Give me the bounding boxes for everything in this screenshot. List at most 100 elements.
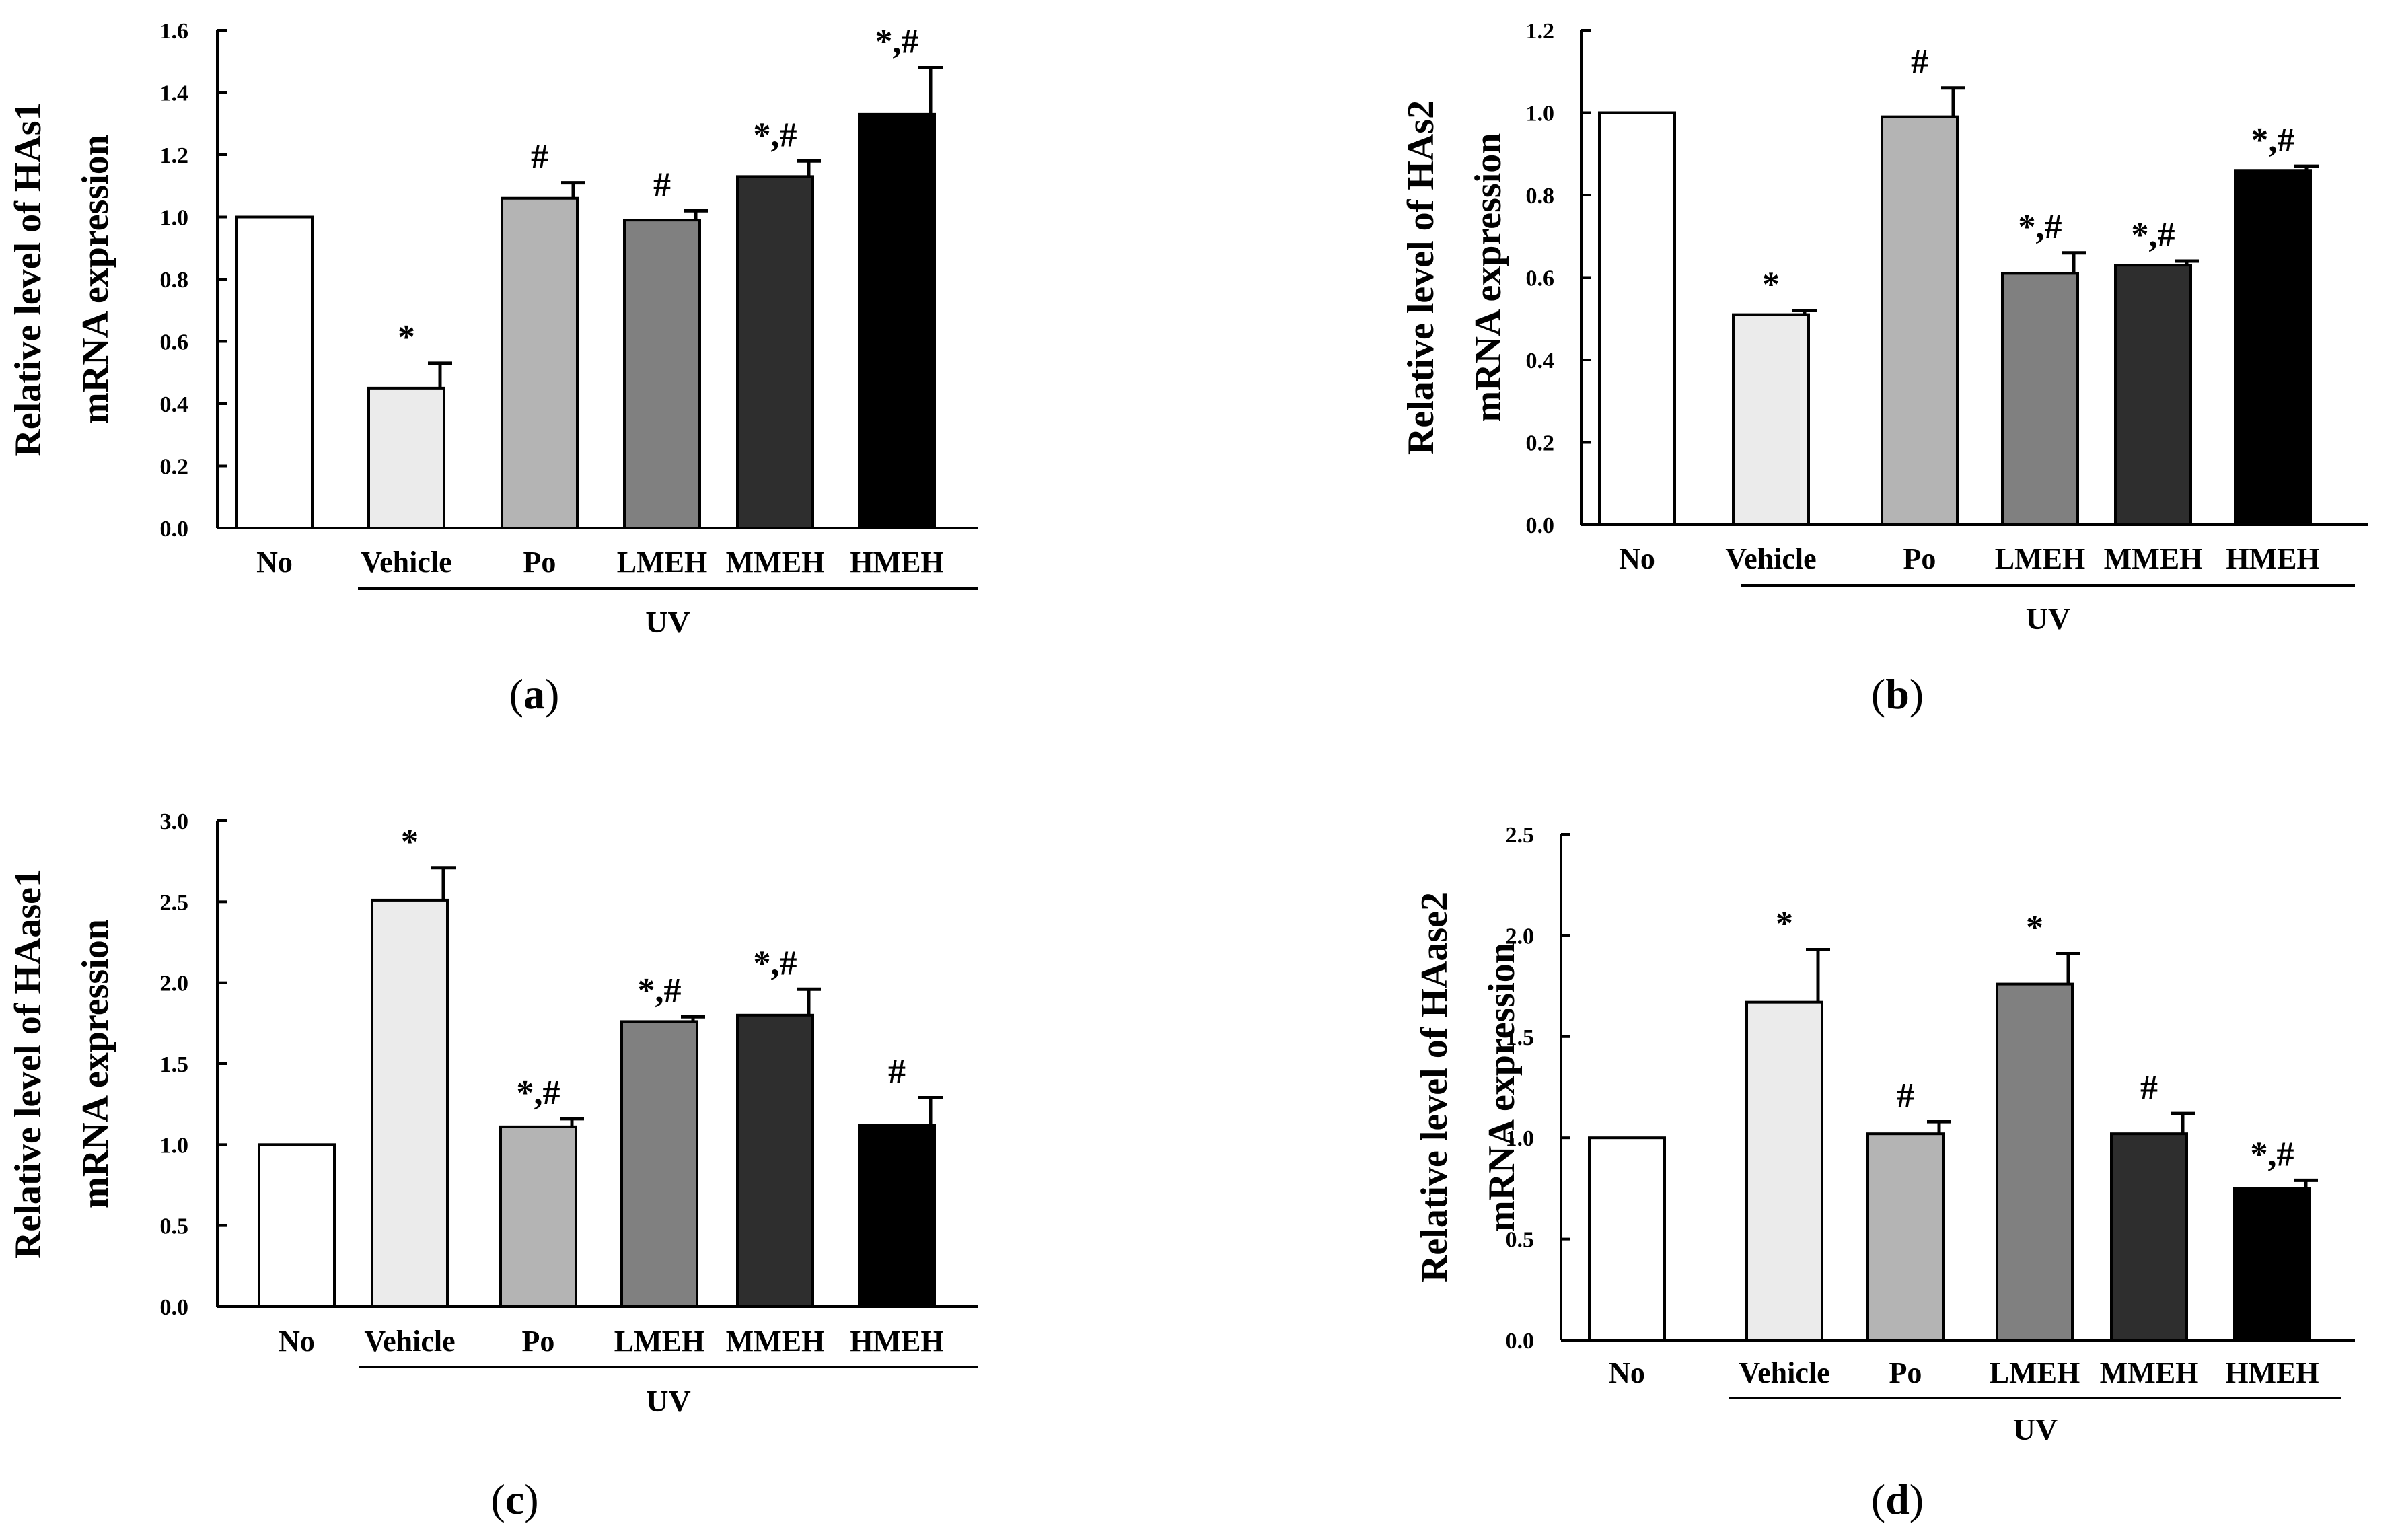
bar-mmeh (2114, 264, 2192, 526)
y-tick-label: 0.8 (1526, 184, 1555, 209)
significance-label: * (398, 318, 415, 357)
category-label: MMEH (726, 1325, 825, 1358)
bar-vehicle (1732, 313, 1810, 526)
bar-po (499, 1125, 577, 1308)
chart-panel-b: 0.0 0.2 0.4 0.6 0.8 1.0 1.2 Relative level of H… (1400, 19, 2368, 636)
y-tick-label: 0.5 (1506, 1228, 1535, 1253)
y-axis-label-line1: Relative level of HAase1 (7, 869, 49, 1259)
chart-panel-a: 0.0 0.2 0.4 0.6 0.8 1.0 1.2 1.4 1.6 Relative leve… (7, 19, 978, 639)
category-label: HMEH (850, 1325, 943, 1358)
y-tick-label: 0.5 (160, 1214, 189, 1239)
bar-lmeh (623, 219, 701, 529)
y-axis-label-line1: Relative level of HAs2 (1400, 100, 1442, 455)
y-tick-label: 1.2 (1526, 19, 1555, 44)
y-tick-label: 1.0 (1526, 102, 1555, 126)
significance-label: # (1897, 1076, 1914, 1115)
category-label: No (279, 1325, 315, 1358)
y-tick-label: 3.0 (160, 809, 189, 834)
category-label: Po (522, 1325, 555, 1358)
category-label: No (256, 546, 293, 579)
significance-label: # (2140, 1068, 2158, 1107)
category-label: HMEH (2225, 1356, 2319, 1389)
significance-label: # (1911, 43, 1928, 81)
y-tick-label: 2.5 (160, 890, 189, 915)
significance-label: *,# (754, 944, 797, 982)
category-label: No (1609, 1356, 1645, 1389)
bar-po (501, 196, 579, 529)
y-tick-label: 1.5 (160, 1052, 189, 1077)
significance-label: *,# (2251, 121, 2295, 159)
y-tick-label: 2.5 (1506, 823, 1535, 848)
category-label: Vehicle (1725, 542, 1816, 575)
y-tick-label: 0.4 (1526, 349, 1555, 373)
y-tick-label: 1.5 (1506, 1025, 1535, 1050)
bar-hmeh (2233, 1187, 2311, 1342)
significance-label: *,# (875, 23, 919, 61)
panel-caption-c: (c) (490, 1475, 539, 1523)
bar-mmeh (2110, 1132, 2188, 1342)
y-tick-label: 0.6 (1526, 266, 1555, 291)
category-label: MMEH (2100, 1356, 2199, 1389)
significance-label: * (1776, 904, 1793, 943)
category-label: LMEH (614, 1325, 704, 1358)
y-axis-label-line1: Relative level of HAs1 (7, 102, 49, 456)
significance-label: * (2026, 908, 2043, 947)
category-label: LMEH (1995, 542, 2085, 575)
significance-label: *,# (2251, 1135, 2294, 1173)
bar-no (235, 215, 314, 529)
bar-vehicle (367, 386, 445, 529)
chart-panel-d: 0.0 0.5 1.0 1.5 2.0 2.5 Relative level of HAas… (1414, 823, 2355, 1446)
y-tick-label: 0.2 (160, 455, 189, 480)
y-tick-label: 1.6 (160, 19, 189, 44)
category-label: No (1619, 542, 1655, 575)
significance-label: # (888, 1053, 906, 1091)
y-tick-label: 2.0 (1506, 924, 1535, 949)
group-label: UV (2013, 1412, 2058, 1446)
y-tick-label: 1.0 (160, 1133, 189, 1158)
y-tick-label: 0.8 (160, 268, 189, 293)
panel-caption-a: (a) (509, 670, 560, 718)
panel-caption-b: (b) (1870, 670, 1924, 718)
significance-label: *,# (2019, 208, 2062, 246)
y-axis-label-line1: Relative level of HAase2 (1414, 892, 1455, 1282)
category-label: Po (523, 546, 556, 579)
significance-label: *,# (754, 116, 797, 154)
panel-label-b: b (1885, 670, 1910, 718)
significance-label: # (653, 166, 671, 204)
panel-label-d: d (1885, 1475, 1910, 1523)
y-tick-label: 0.2 (1526, 431, 1555, 456)
bar-hmeh (858, 112, 936, 529)
bar-no (258, 1143, 336, 1309)
chart-panel-c: 0.0 0.5 1.0 1.5 2.0 2.5 3.0 Relative level of H… (7, 809, 978, 1418)
group-label: UV (645, 605, 690, 639)
category-label: HMEH (2226, 542, 2319, 575)
y-tick-label: 0.6 (160, 330, 189, 355)
y-tick-label: 0.0 (160, 517, 189, 542)
significance-label: *,# (2132, 216, 2175, 254)
panel-label-a: a (523, 670, 545, 718)
significance-label: * (401, 823, 419, 861)
y-tick-label: 1.0 (160, 206, 189, 231)
category-label: Vehicle (361, 546, 451, 579)
bar-vehicle (371, 898, 449, 1308)
significance-label: *,# (638, 971, 682, 1010)
significance-label: *,# (517, 1074, 560, 1112)
bar-no (1598, 111, 1676, 526)
y-tick-label: 0.0 (160, 1295, 189, 1320)
category-label: Po (1889, 1356, 1922, 1389)
bar-lmeh (2001, 272, 2079, 526)
y-tick-label: 1.2 (160, 143, 189, 168)
bar-lmeh (620, 1020, 698, 1308)
y-tick-label: 0.4 (160, 392, 189, 417)
category-label: Po (1903, 542, 1936, 575)
bar-no (1588, 1136, 1666, 1342)
group-label: UV (646, 1384, 690, 1418)
category-label: MMEH (2104, 542, 2203, 575)
category-label: LMEH (1990, 1356, 2080, 1389)
category-label: Vehicle (1739, 1356, 1829, 1389)
category-label: MMEH (726, 546, 825, 579)
group-label: UV (2026, 601, 2070, 636)
bar-po (1866, 1132, 1945, 1342)
bar-vehicle (1745, 1000, 1823, 1342)
